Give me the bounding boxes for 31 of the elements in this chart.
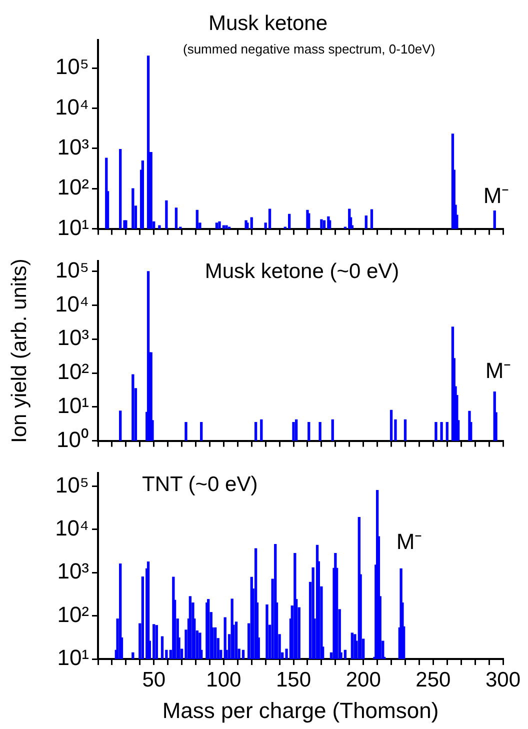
y-tick-label: 10⁰ — [56, 426, 89, 452]
chart-title: Musk ketone (~0 eV) — [204, 260, 400, 283]
y-tick-label: 10³ — [57, 558, 89, 584]
chart-title: TNT (~0 eV) — [142, 472, 258, 496]
y-tick-label: 10¹ — [57, 392, 89, 418]
annotation: M⁻ — [483, 183, 509, 208]
y-tick-label: 10² — [57, 174, 89, 200]
annotation: M⁻ — [396, 529, 422, 554]
y-tick-label: 10³ — [57, 134, 89, 160]
y-tick-label: 10⁵ — [55, 257, 89, 282]
chart-title: Musk ketone — [208, 12, 328, 35]
x-tick-label: 250 — [416, 668, 451, 692]
x-tick-label: 200 — [346, 668, 381, 692]
annotation: M⁻ — [485, 358, 511, 384]
y-tick-label: 10³ — [57, 325, 89, 350]
y-tick-label: 10⁴ — [55, 291, 89, 316]
y-axis-title: Ion yield (arb. units) — [8, 258, 32, 443]
y-tick-label: 10⁴ — [55, 515, 89, 540]
y-tick-label: 10² — [57, 602, 89, 627]
y-tick-label: 10⁴ — [55, 94, 89, 120]
y-tick-label: 10¹ — [57, 214, 89, 240]
y-tick-label: 10² — [57, 359, 89, 384]
x-axis-title: Mass per charge (Thomson) — [162, 698, 439, 723]
chart-subtitle: (summed negative mass spectrum, 0-10eV) — [183, 42, 436, 57]
x-tick-label: 150 — [276, 668, 312, 692]
x-tick-label: 50 — [142, 668, 166, 692]
y-tick-label: 10¹ — [57, 645, 89, 670]
y-tick-label: 10⁵ — [55, 54, 89, 80]
y-tick-label: 10⁵ — [55, 472, 89, 498]
x-tick-label: 100 — [206, 668, 242, 692]
x-tick-label: 300 — [485, 668, 521, 692]
